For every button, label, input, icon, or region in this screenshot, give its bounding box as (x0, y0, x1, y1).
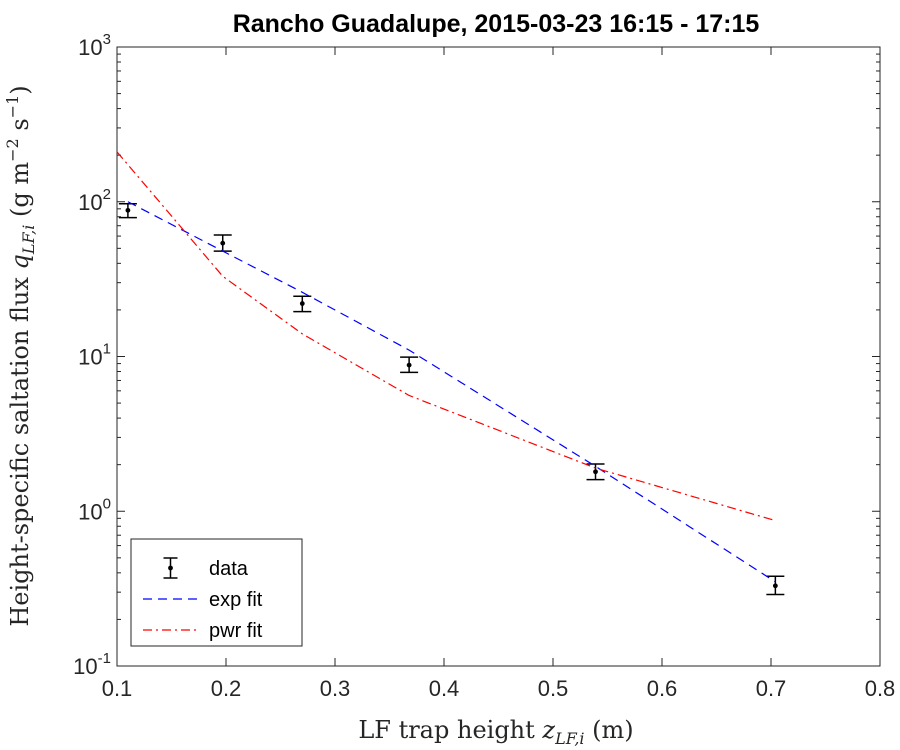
y-axis-label-subscript: LF,i (19, 225, 38, 255)
y-tick-label: 103 (78, 31, 111, 60)
y-tick-base: 10 (78, 190, 102, 215)
x-axis-label-text: LF trap height (358, 716, 542, 744)
y-axis-label-unit-mid: s (6, 118, 34, 138)
y-tick-label: 101 (78, 341, 111, 370)
legend-label: pwr fit (209, 620, 263, 642)
legend-box (130, 538, 303, 647)
data-point (772, 583, 778, 589)
data-point (593, 469, 598, 475)
y-tick-exponent: -1 (98, 650, 111, 667)
x-tick-label: 0.3 (320, 676, 351, 701)
legend-label: exp fit (209, 589, 263, 611)
y-tick-exponent: 3 (103, 31, 111, 48)
exp-fit-series-line (127, 201, 776, 583)
y-tick-exponent: 0 (103, 495, 111, 512)
y-tick-exponent: 1 (103, 341, 111, 358)
data-point (220, 240, 226, 246)
y-axis-label-text: Height-specific saltation flux (6, 269, 34, 626)
y-axis-label-unit-close: ) (6, 85, 34, 94)
x-tick-label: 0.2 (211, 676, 242, 701)
x-axis-ticks: 0.1 0.2 0.3 0.4 0.5 0.6 0.7 0.8 (102, 47, 896, 701)
y-tick-exponent: 2 (103, 186, 111, 203)
y-tick-base: 10 (78, 35, 102, 60)
y-tick-base: 10 (78, 345, 102, 370)
x-axis-label: LF trap height zLF,i (m) (358, 716, 633, 748)
y-tick-label: 102 (78, 186, 111, 215)
legend-entries: data exp fit pwr fit (143, 557, 263, 642)
x-tick-label: 0.5 (538, 676, 569, 701)
x-axis-label-unit: (m) (585, 716, 634, 744)
data-point (125, 207, 131, 213)
x-tick-label: 0.4 (429, 676, 460, 701)
data-point (406, 362, 412, 368)
y-tick-label: 10-1 (73, 650, 111, 679)
x-axis-label-variable: z (541, 716, 555, 744)
y-tick-base: 10 (78, 499, 102, 524)
x-tick-label: 0.1 (102, 676, 133, 701)
legend-data-marker (168, 565, 173, 571)
x-tick-label: 0.7 (756, 676, 787, 701)
legend: data exp fit pwr fit (130, 538, 303, 647)
y-axis-label-unit-exp1: −2 (3, 138, 22, 162)
legend-label: data (209, 558, 249, 580)
data-point (299, 301, 305, 306)
series-layer (116, 151, 785, 596)
y-axis-label-unit-open: (g m (6, 162, 34, 225)
chart-title: Rancho Guadalupe, 2015-03-23 16:15 - 17:… (233, 10, 760, 38)
y-tick-base: 10 (73, 654, 97, 679)
x-tick-label: 0.8 (865, 676, 896, 701)
y-tick-label: 100 (78, 495, 111, 524)
x-tick-label: 0.6 (647, 676, 678, 701)
y-axis-label: Height-specific saltation flux qLF,i (g … (3, 85, 38, 626)
x-axis-label-subscript: LF,i (554, 729, 584, 748)
y-axis-label-variable: q (6, 254, 34, 269)
pwr-fit-series-line (116, 151, 776, 522)
y-axis-label-unit-exp2: −1 (3, 95, 22, 119)
